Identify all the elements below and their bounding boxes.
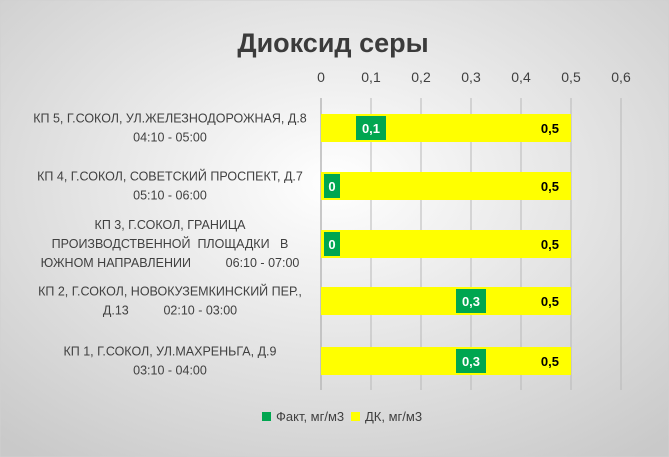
data-label-dk: 0,5 [541, 179, 559, 194]
legend-swatch [351, 412, 360, 421]
x-tick-label: 0,3 [461, 69, 481, 85]
data-label-fact: 0,1 [362, 121, 380, 136]
x-tick-label: 0,6 [611, 69, 631, 85]
data-label-fact-box [324, 174, 340, 198]
data-label-dk: 0,5 [541, 294, 559, 309]
data-label-fact: 0,3 [462, 354, 480, 369]
data-label-fact: 0,3 [462, 294, 480, 309]
category-label: КП 1, Г.СОКОЛ, УЛ.МАХРЕНЬГА, Д.9 03:10 - … [63, 345, 276, 378]
category-label: КП 5, Г.СОКОЛ, УЛ.ЖЕЛЕЗНОДОРОЖНАЯ, Д.8 04… [33, 112, 307, 145]
data-label-dk: 0,5 [541, 354, 559, 369]
x-tick-label: 0,5 [561, 69, 581, 85]
x-tick-label: 0,1 [361, 69, 381, 85]
x-tick-label: 0,4 [511, 69, 531, 85]
bars: 0,5 0,1 0,5 0 0,5 0 0,5 0,3 0,5 0,3 [321, 114, 571, 375]
chart-title: Диоксид серы [237, 28, 428, 58]
legend-swatch [262, 412, 271, 421]
bar-dk [321, 172, 571, 200]
x-axis-ticks: 0 0,1 0,2 0,3 0,4 0,5 0,6 [317, 69, 631, 85]
category-labels: КП 5, Г.СОКОЛ, УЛ.ЖЕЛЕЗНОДОРОЖНАЯ, Д.8 04… [33, 112, 307, 378]
data-label-dk: 0,5 [541, 121, 559, 136]
data-label-fact: 0 [328, 179, 335, 194]
x-tick-label: 0 [317, 69, 325, 85]
legend-label: ДК, мг/м3 [365, 409, 422, 424]
data-label-fact: 0 [328, 237, 335, 252]
data-label-fact-box [456, 289, 486, 313]
data-label-fact-box [324, 232, 340, 256]
x-tick-label: 0,2 [411, 69, 431, 85]
bar-dk [321, 347, 571, 375]
bar-dk [321, 287, 571, 315]
category-label: КП 3, Г.СОКОЛ, ГРАНИЦА ПРОИЗВОДСТВЕННОЙ П… [41, 218, 300, 270]
data-label-fact-box [356, 116, 386, 140]
category-label: КП 2, Г.СОКОЛ, НОВОКУЗЕМКИНСКИЙ ПЕР., Д.1… [38, 284, 302, 318]
legend: Факт, мг/м3 ДК, мг/м3 [262, 409, 422, 424]
legend-label: Факт, мг/м3 [276, 409, 344, 424]
data-label-dk: 0,5 [541, 237, 559, 252]
bar-dk [321, 230, 571, 258]
data-label-fact-box [456, 349, 486, 373]
category-label: КП 4, Г.СОКОЛ, СОВЕТСКИЙ ПРОСПЕКТ, Д.7 05… [37, 169, 303, 203]
